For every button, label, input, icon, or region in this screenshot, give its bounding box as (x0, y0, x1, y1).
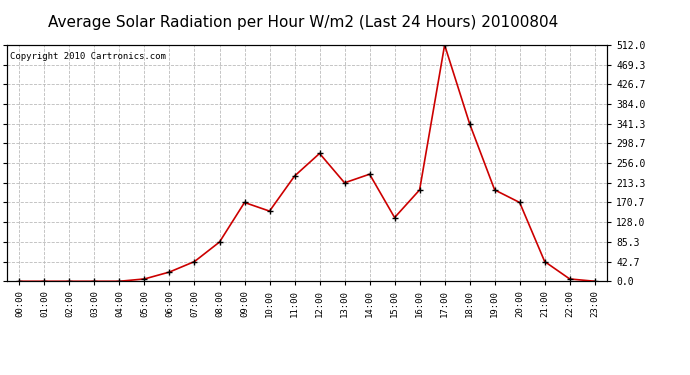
Text: Copyright 2010 Cartronics.com: Copyright 2010 Cartronics.com (10, 52, 166, 61)
Text: Average Solar Radiation per Hour W/m2 (Last 24 Hours) 20100804: Average Solar Radiation per Hour W/m2 (L… (48, 15, 559, 30)
